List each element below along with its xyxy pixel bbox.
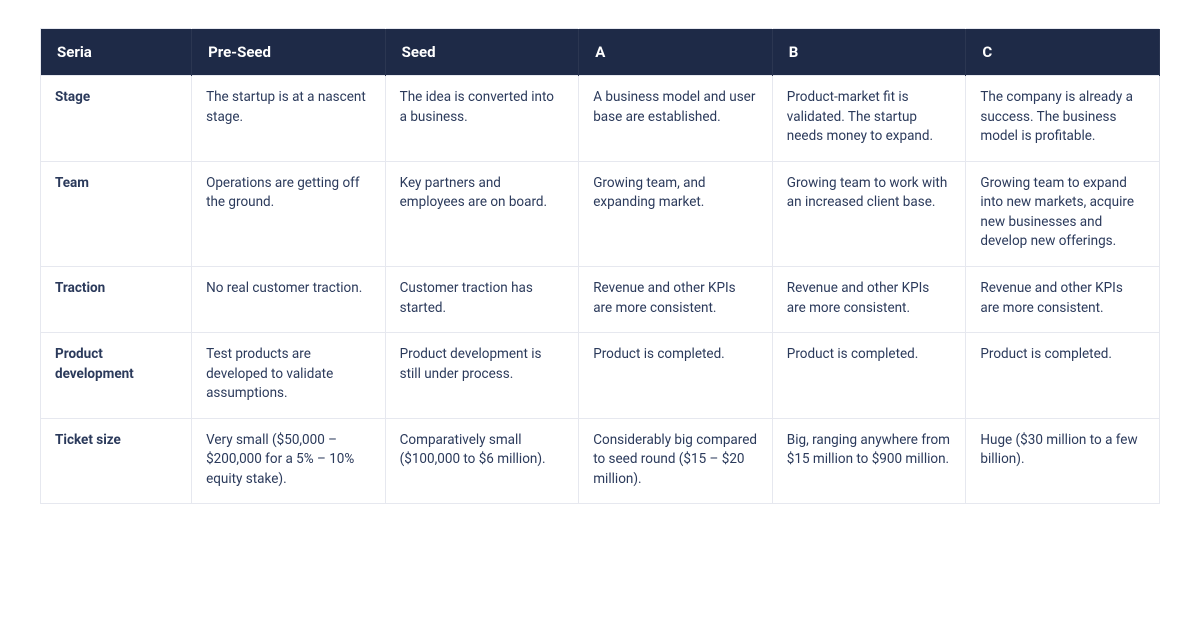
row-label: Ticket size [41,418,192,504]
row-label: Product development [41,333,192,419]
cell: The idea is converted into a business. [385,76,579,162]
cell: The company is already a success. The bu… [966,76,1160,162]
page-container: Seria Pre-Seed Seed A B C Stage The star… [0,0,1200,532]
cell: Key partners and employees are on board. [385,161,579,266]
cell: The startup is at a nascent stage. [192,76,386,162]
cell: Growing team, and expanding market. [579,161,773,266]
table-row: Traction No real customer traction. Cust… [41,266,1160,332]
col-header: A [579,29,773,76]
cell: Growing team to expand into new markets,… [966,161,1160,266]
table-body: Stage The startup is at a nascent stage.… [41,76,1160,504]
funding-stages-table: Seria Pre-Seed Seed A B C Stage The star… [40,28,1160,504]
cell: A business model and user base are estab… [579,76,773,162]
table-row: Ticket size Very small ($50,000 – $200,0… [41,418,1160,504]
table-header: Seria Pre-Seed Seed A B C [41,29,1160,76]
col-header: B [772,29,966,76]
cell: Product is completed. [772,333,966,419]
cell: Customer traction has started. [385,266,579,332]
cell: Growing team to work with an increased c… [772,161,966,266]
cell: Product development is still under proce… [385,333,579,419]
row-label: Stage [41,76,192,162]
cell: Product-market fit is validated. The sta… [772,76,966,162]
cell: Revenue and other KPIs are more consiste… [966,266,1160,332]
cell: Product is completed. [966,333,1160,419]
table-row: Team Operations are getting off the grou… [41,161,1160,266]
cell: Big, ranging anywhere from $15 million t… [772,418,966,504]
row-label: Traction [41,266,192,332]
cell: Revenue and other KPIs are more consiste… [772,266,966,332]
cell: No real customer traction. [192,266,386,332]
cell: Very small ($50,000 – $200,000 for a 5% … [192,418,386,504]
table-row: Product development Test products are de… [41,333,1160,419]
cell: Comparatively small ($100,000 to $6 mill… [385,418,579,504]
col-header: Pre-Seed [192,29,386,76]
cell: Test products are developed to validate … [192,333,386,419]
cell: Operations are getting off the ground. [192,161,386,266]
row-label: Team [41,161,192,266]
table-header-row: Seria Pre-Seed Seed A B C [41,29,1160,76]
cell: Revenue and other KPIs are more consiste… [579,266,773,332]
table-row: Stage The startup is at a nascent stage.… [41,76,1160,162]
col-header: Seria [41,29,192,76]
cell: Considerably big compared to seed round … [579,418,773,504]
col-header: C [966,29,1160,76]
cell: Product is completed. [579,333,773,419]
cell: Huge ($30 million to a few billion). [966,418,1160,504]
col-header: Seed [385,29,579,76]
